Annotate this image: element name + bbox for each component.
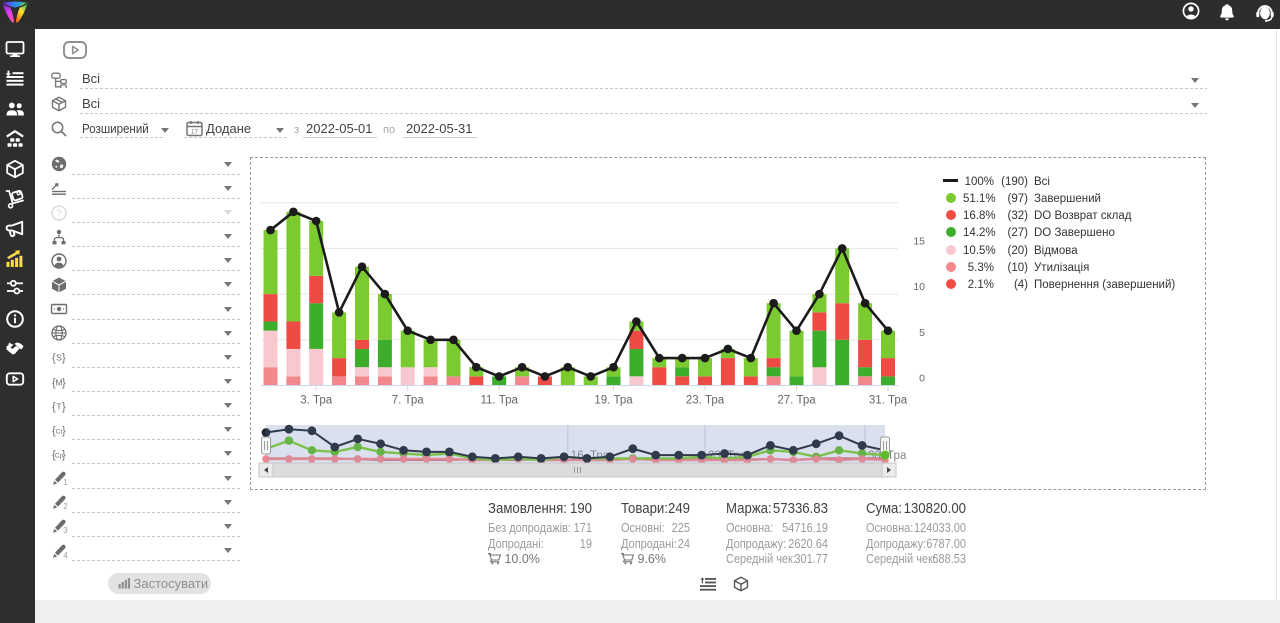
svg-text:3. Тра: 3. Тра — [300, 395, 333, 407]
svg-text:{: { — [52, 425, 56, 437]
svg-text:7. Тра: 7. Тра — [392, 395, 425, 407]
svg-text:1: 1 — [63, 478, 68, 487]
svg-text:T: T — [56, 401, 61, 411]
svg-text:23. Тра: 23. Тра — [686, 395, 725, 407]
svg-text:2: 2 — [63, 502, 68, 511]
svg-text:}: } — [62, 401, 66, 413]
svg-text:11. Тра: 11. Тра — [480, 395, 518, 407]
svg-text:3: 3 — [63, 526, 68, 535]
svg-text:?: ? — [56, 208, 61, 218]
svg-text:}: } — [62, 425, 66, 437]
svg-text:0: 0 — [919, 373, 925, 385]
svg-text:}: } — [62, 352, 66, 364]
svg-text:{: { — [52, 449, 56, 461]
svg-text:{: { — [52, 401, 56, 413]
svg-text:}: } — [62, 377, 66, 389]
svg-text:15: 15 — [913, 235, 925, 247]
svg-text:}: } — [62, 449, 66, 461]
svg-text:{: { — [52, 377, 56, 389]
svg-text:Cp: Cp — [55, 452, 64, 459]
svg-text:{: { — [52, 352, 56, 364]
svg-text:4: 4 — [63, 551, 68, 560]
svg-text:27. Тра: 27. Тра — [777, 395, 816, 407]
svg-text:M: M — [55, 377, 62, 387]
svg-text:19. Тра: 19. Тра — [594, 395, 633, 407]
svg-text:Ct: Ct — [56, 428, 63, 435]
svg-text:10: 10 — [913, 281, 925, 293]
svg-text:5: 5 — [919, 327, 925, 339]
svg-text:S: S — [56, 352, 62, 362]
svg-text:31. Тра: 31. Тра — [869, 395, 908, 407]
